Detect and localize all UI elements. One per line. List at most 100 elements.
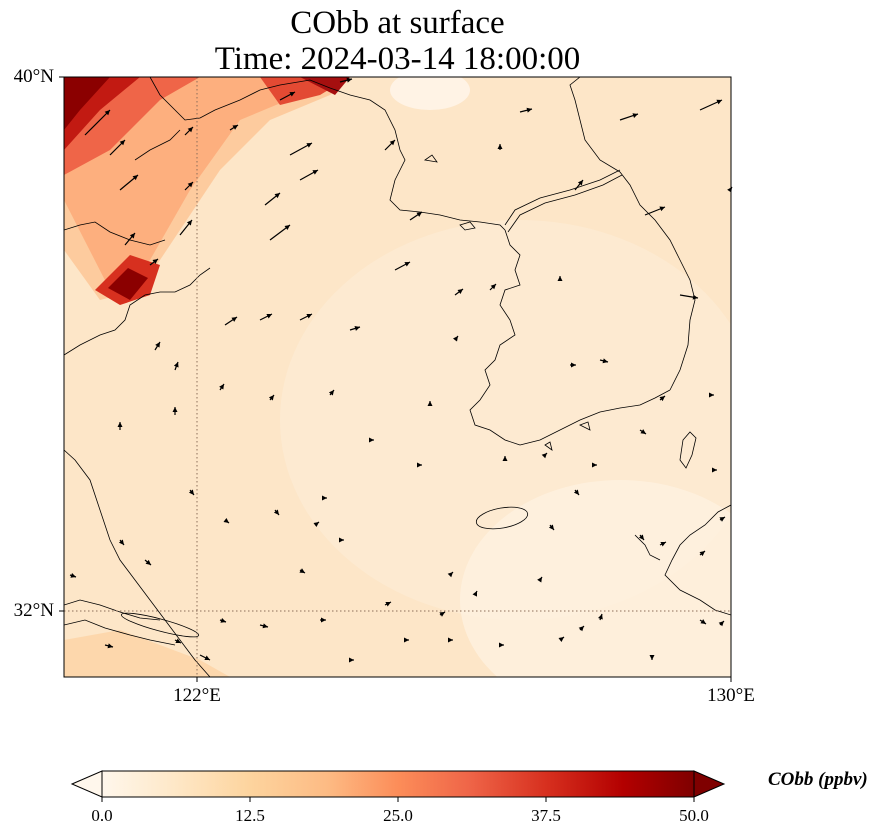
- wind-arrow: [454, 288, 464, 296]
- wind-arrow: [299, 169, 319, 181]
- wind-arrow: [219, 383, 225, 391]
- wind-arrow: [502, 456, 508, 461]
- wind-arrow: [558, 636, 565, 642]
- wind-arrow: [149, 258, 159, 266]
- wind-arrow: [289, 142, 313, 156]
- wind-arrow: [349, 326, 361, 331]
- wind-arrow: [84, 109, 111, 136]
- wind-arrow: [199, 654, 211, 661]
- wind-arrow: [472, 590, 478, 597]
- wind-arrow: [709, 392, 714, 398]
- wind-arrow: [223, 518, 230, 524]
- wind-arrow: [679, 294, 699, 300]
- coastlines: [64, 77, 731, 677]
- wind-arrow: [712, 467, 717, 473]
- lat-label-32N: 32°N: [13, 600, 54, 621]
- wind-arrow: [699, 619, 707, 625]
- wind-arrow: [537, 576, 543, 583]
- wind-arrow: [264, 192, 281, 206]
- lon-label-130E: 130°E: [707, 685, 755, 706]
- wind-arrow: [699, 99, 723, 111]
- colorbar-label: CObb (ppbv): [768, 769, 868, 790]
- wind-arrow: [119, 174, 139, 191]
- wind-arrow: [328, 389, 335, 396]
- wind-arrow: [439, 611, 446, 617]
- lat-label-40N: 40°N: [13, 66, 54, 87]
- wind-arrow: [109, 139, 126, 156]
- gridlines: [64, 77, 731, 677]
- wind-arrow: [224, 316, 238, 326]
- wind-arrow: [219, 618, 227, 623]
- wind-arrow: [557, 276, 563, 281]
- colorbar-tick-label: 12.5: [235, 806, 265, 825]
- wind-arrow: [719, 516, 726, 522]
- wind-arrow: [598, 613, 603, 621]
- wind-arrow: [448, 637, 453, 643]
- wind-arrow: [659, 395, 666, 402]
- wind-arrow: [69, 573, 77, 578]
- wind-arrow: [619, 113, 639, 121]
- wind-arrow: [499, 642, 504, 648]
- wind-vectors: [69, 77, 733, 663]
- colorbar-bar: [101, 770, 695, 798]
- wind-arrow: [578, 625, 585, 632]
- colorbar-extend-max: [693, 770, 726, 798]
- wind-arrow: [699, 550, 706, 557]
- wind-arrow: [259, 623, 269, 629]
- wind-arrow: [269, 224, 291, 241]
- wind-arrow: [384, 139, 396, 151]
- wind-arrow: [154, 341, 161, 351]
- wind-arrow: [638, 534, 645, 541]
- wind-arrow: [384, 601, 392, 607]
- plot-title-line2: Time: 2024-03-14 18:00:00: [214, 41, 581, 77]
- wind-arrow: [599, 358, 609, 364]
- wind-arrow: [659, 541, 667, 547]
- wind-arrow: [447, 571, 454, 578]
- wind-arrow: [649, 655, 655, 660]
- colorbar-tick-label: 0.0: [91, 806, 113, 825]
- wind-arrow: [573, 489, 580, 496]
- wind-arrow: [174, 638, 182, 644]
- wind-arrow: [453, 335, 459, 342]
- wind-arrow: [118, 539, 125, 546]
- wind-arrow: [124, 232, 136, 246]
- wind-arrow: [427, 401, 433, 406]
- wind-arrow: [229, 124, 239, 131]
- colorbar-extend-min: [70, 770, 103, 798]
- wind-arrow: [519, 107, 533, 113]
- wind-arrow: [179, 219, 193, 236]
- wind-arrow: [394, 261, 411, 271]
- wind-arrow: [188, 489, 195, 496]
- wind-arrow: [349, 657, 354, 663]
- wind-arrow: [117, 422, 123, 430]
- lon-label-122E: 122°E: [173, 685, 221, 706]
- wind-arrow: [570, 362, 576, 368]
- wind-arrow: [592, 462, 597, 468]
- wind-arrow: [417, 462, 422, 468]
- wind-arrow: [320, 617, 326, 623]
- wind-arrow: [299, 568, 306, 574]
- wind-arrow: [339, 537, 344, 543]
- wind-arrow: [497, 144, 503, 150]
- concentration-field: [64, 77, 731, 677]
- wind-arrow: [548, 524, 555, 531]
- wind-arrow: [173, 361, 179, 371]
- wind-arrow: [279, 91, 296, 101]
- wind-arrow: [273, 509, 280, 516]
- wind-arrow: [184, 126, 194, 136]
- wind-arrow: [313, 521, 320, 527]
- map-frame: [63, 76, 732, 678]
- wind-arrow: [574, 179, 584, 191]
- plot-title-line1: CObb at surface: [290, 5, 505, 41]
- colorbar-tick-label: 37.5: [531, 806, 561, 825]
- wind-arrow: [404, 637, 409, 643]
- wind-arrow: [322, 495, 327, 501]
- wind-arrow: [409, 211, 423, 221]
- wind-arrow: [299, 313, 313, 321]
- colorbar-tick-label: 50.0: [679, 806, 709, 825]
- wind-arrow: [644, 206, 666, 216]
- wind-arrow: [369, 437, 374, 443]
- wind-arrow: [541, 452, 548, 459]
- colorbar: [70, 770, 726, 802]
